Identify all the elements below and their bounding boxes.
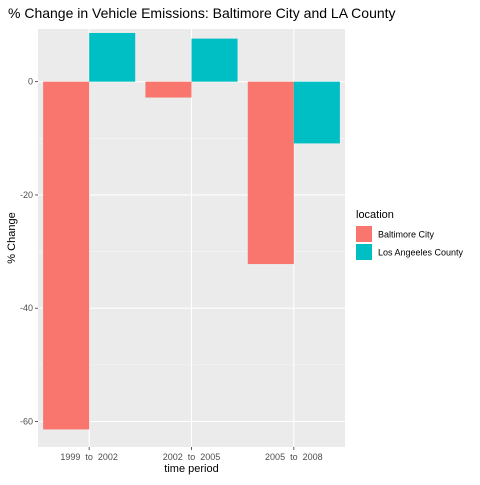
x-tick-label: 1999 to 2002 [60, 452, 118, 462]
bar [43, 81, 90, 430]
y-tick-label: -40 [20, 303, 33, 313]
y-tick-label: -20 [20, 190, 33, 200]
y-axis-ticks: 0 -20 -40 -60 [20, 77, 38, 427]
chart-title: % Change in Vehicle Emissions: Baltimore… [8, 5, 396, 21]
y-axis-title: % Change [6, 212, 18, 263]
y-tick-label: 0 [28, 77, 33, 87]
x-tick-label: 2005 to 2008 [265, 452, 323, 462]
x-axis-title: time period [164, 463, 218, 475]
x-tick-label: 2002 to 2005 [163, 452, 221, 462]
bar [191, 38, 238, 82]
y-tick-label: -60 [20, 417, 33, 427]
legend-title: location [356, 209, 394, 221]
bars [43, 32, 340, 430]
bar [145, 81, 192, 98]
bar [293, 81, 340, 144]
x-axis-ticks: 1999 to 2002 2002 to 2005 2005 to 2008 [60, 447, 323, 462]
legend-swatch [356, 226, 372, 242]
legend-label: Baltimore City [378, 230, 435, 240]
legend-label: Los Angeeles County [378, 248, 464, 258]
legend: Baltimore City Los Angeeles County [356, 226, 464, 260]
bar [89, 32, 136, 82]
bar [247, 81, 294, 265]
legend-swatch [356, 244, 372, 260]
